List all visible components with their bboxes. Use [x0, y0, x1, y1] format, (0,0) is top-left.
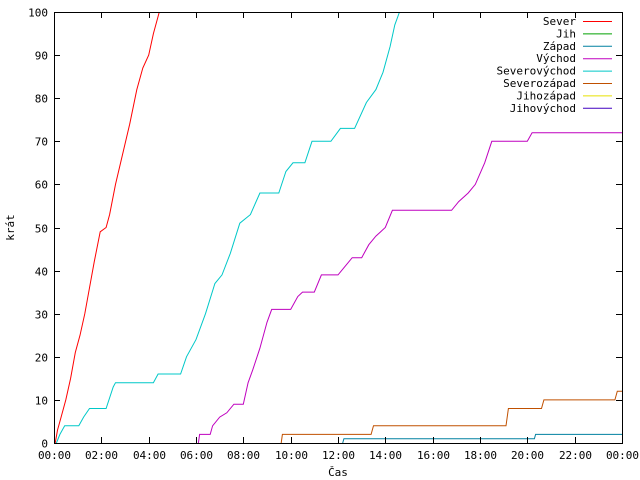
- legend-label: Severozápad: [503, 77, 576, 90]
- y-tick-label: 80: [35, 93, 48, 106]
- x-tick-label: 18:00: [464, 449, 497, 462]
- y-tick-label: 70: [35, 136, 48, 149]
- x-tick-label: 10:00: [275, 449, 308, 462]
- legend-label: Severovýchod: [497, 65, 576, 78]
- y-tick-label: 90: [35, 50, 48, 63]
- x-tick-label: 12:00: [322, 449, 355, 462]
- x-tick-label: 00:00: [38, 449, 71, 462]
- legend-label: Západ: [543, 40, 576, 53]
- y-tick-label: 40: [35, 266, 48, 279]
- legend-label: Sever: [543, 15, 576, 28]
- x-tick-label: 08:00: [227, 449, 260, 462]
- x-tick-label: 16:00: [417, 449, 450, 462]
- y-tick-label: 0: [41, 438, 48, 451]
- x-tick-label: 04:00: [133, 449, 166, 462]
- x-axis-label: Čas: [328, 466, 348, 479]
- y-tick-label: 100: [28, 7, 48, 20]
- legend-label: Jihovýchod: [510, 102, 576, 115]
- y-axis-label: krát: [4, 214, 17, 241]
- series-line-5: [280, 390, 622, 444]
- x-tick-label: 22:00: [559, 449, 592, 462]
- x-tick-label: 14:00: [369, 449, 402, 462]
- y-tick-label: 20: [35, 352, 48, 365]
- x-tick-label: 02:00: [85, 449, 118, 462]
- legend-label: Jih: [556, 27, 576, 40]
- x-tick-label: 20:00: [511, 449, 544, 462]
- y-tick-label: 50: [35, 223, 48, 236]
- series-line-0: [54, 11, 160, 444]
- x-tick-label: 00:00: [606, 449, 639, 462]
- series-line-3: [197, 132, 622, 444]
- series-line-4: [55, 11, 400, 444]
- legend-label: Východ: [536, 52, 576, 65]
- legend-label: Jihozápad: [516, 89, 576, 102]
- x-tick-label: 06:00: [180, 449, 213, 462]
- y-tick-label: 60: [35, 179, 48, 192]
- y-tick-label: 30: [35, 309, 48, 322]
- y-tick-label: 10: [35, 395, 48, 408]
- series-line-2: [342, 433, 622, 444]
